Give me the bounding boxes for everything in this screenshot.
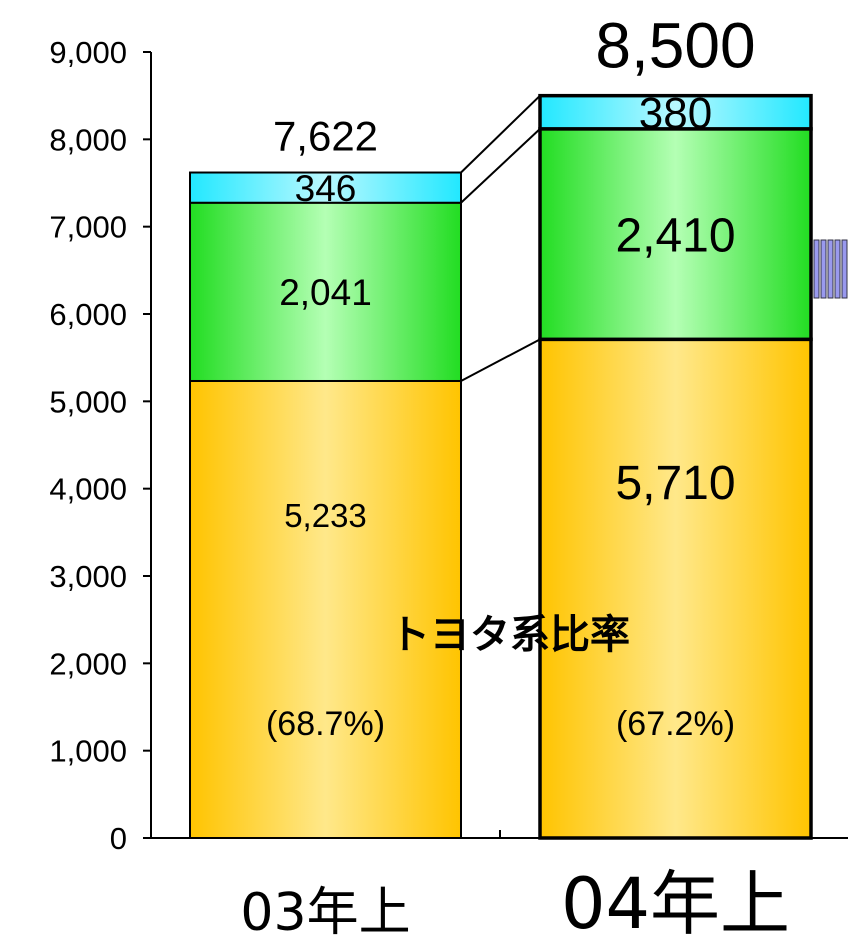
y-tick-label: 6,000: [49, 297, 127, 332]
x-category-label: 03年上: [240, 883, 410, 938]
y-tick-label: 3,000: [49, 559, 127, 594]
connector-lines: [460, 94, 541, 382]
arrow-stripe: [813, 239, 820, 299]
y-tick-label: 5,000: [49, 384, 127, 419]
y-tick-label: 0: [110, 821, 127, 856]
segment-value-label: 5,710: [615, 457, 735, 510]
arrow-stripe: [827, 239, 834, 299]
arrow-stripe: [841, 239, 848, 299]
x-category-label: 04年上: [561, 863, 790, 938]
connector-line: [460, 128, 541, 204]
segment-value-label: 346: [295, 168, 357, 209]
bar-segment: [538, 337, 813, 840]
y-tick-label: 1,000: [49, 734, 127, 769]
bar-segment: [189, 201, 462, 382]
connector-line: [460, 338, 541, 382]
y-tick-label: 7,000: [49, 210, 127, 245]
y-tick-label: 2,000: [49, 646, 127, 681]
total-value-label: 7,622: [273, 113, 378, 160]
segment-value-label: 2,041: [279, 272, 372, 313]
y-tick-label: 4,000: [49, 472, 127, 507]
bar-segment: [189, 379, 462, 839]
y-tick-label: 9,000: [49, 35, 127, 70]
bars: [189, 93, 813, 840]
arrow-stripe: [820, 239, 827, 299]
bar-segment: [538, 127, 813, 342]
bar-segment: [189, 171, 462, 204]
connector-line: [460, 94, 541, 174]
bar-segment: [538, 93, 813, 131]
annotation-label: トヨタ系比率: [390, 612, 630, 658]
ratio-label: (68.7%): [266, 705, 385, 743]
labels: 5,233 2,041 346 7,622 (68.7%) 03年上 5,710 2,410 3…: [240, 10, 790, 938]
ratio-label: (67.2%): [616, 705, 735, 743]
side-decoration: [813, 239, 848, 299]
segment-value-label: 380: [639, 89, 712, 138]
segment-value-label: 2,410: [615, 209, 735, 262]
segment-value-label: 5,233: [284, 497, 367, 534]
y-tick-label: 8,000: [49, 122, 127, 157]
y-axis: 0 1,000 2,000 3,000 4,000 5,000 6,000 7,000 8,00…: [49, 35, 848, 856]
total-value-label: 8,500: [595, 10, 755, 82]
arrow-stripe: [834, 239, 841, 299]
